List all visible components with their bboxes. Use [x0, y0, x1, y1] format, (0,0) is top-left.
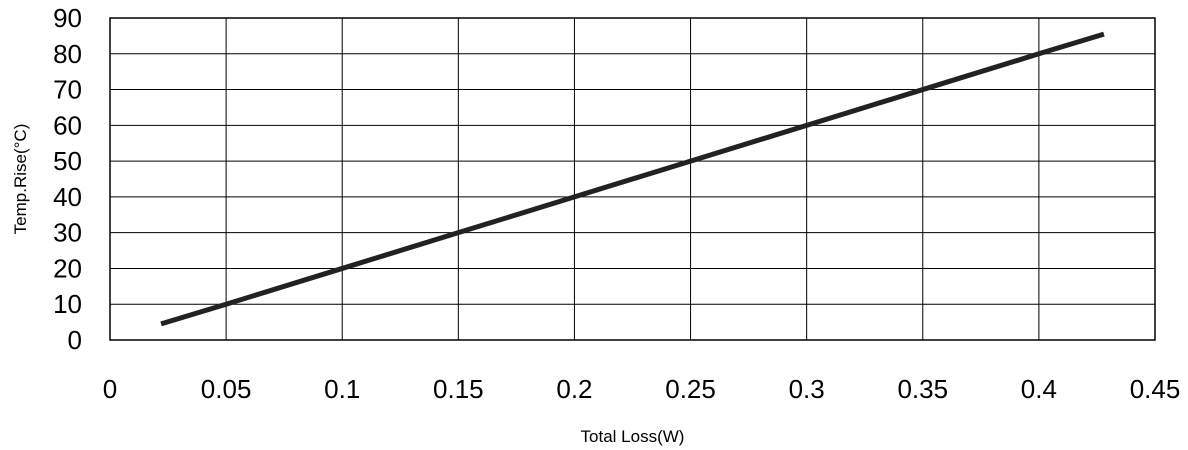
y-axis-label: Temp.Rise(°C): [11, 124, 30, 235]
y-tick-label: 0: [68, 325, 82, 355]
x-tick-label: 0.05: [201, 374, 252, 404]
x-tick-label: 0.1: [324, 374, 360, 404]
x-tick-label: 0.25: [665, 374, 716, 404]
x-tick-label: 0.35: [897, 374, 948, 404]
y-tick-label: 80: [53, 39, 82, 69]
x-axis-label: Total Loss(W): [581, 427, 685, 446]
y-tick-label: 30: [53, 218, 82, 248]
x-tick-label: 0: [103, 374, 117, 404]
y-tick-label: 90: [53, 3, 82, 33]
y-tick-labels: 0 10 20 30 40 50 60 70 80 90: [53, 3, 82, 355]
x-tick-label: 0.45: [1130, 374, 1181, 404]
x-tick-label: 0.15: [433, 374, 484, 404]
y-tick-label: 40: [53, 182, 82, 212]
x-tick-label: 0.2: [556, 374, 592, 404]
y-tick-label: 50: [53, 146, 82, 176]
x-tick-labels: 0 0.05 0.1 0.15 0.2 0.25 0.3 0.35 0.4 0.45: [103, 374, 1181, 404]
plot-frame: [109, 17, 1156, 341]
series-line: [160, 31, 1105, 327]
x-tick-label: 0.4: [1021, 374, 1057, 404]
y-tick-label: 60: [53, 110, 82, 140]
x-tick-label: 0.3: [789, 374, 825, 404]
y-tick-label: 20: [53, 253, 82, 283]
series-layer: [160, 31, 1105, 327]
y-tick-label: 70: [53, 75, 82, 105]
y-tick-label: 10: [53, 289, 82, 319]
